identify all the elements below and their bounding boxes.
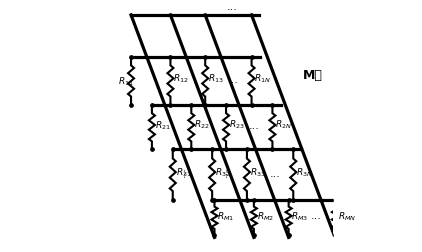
Text: ...: ... (227, 74, 238, 84)
Text: $R_{31}$: $R_{31}$ (176, 166, 191, 178)
Text: ...: ... (177, 165, 187, 176)
Text: $R_{M2}$: $R_{M2}$ (257, 209, 274, 222)
Text: $R_{1N}$: $R_{1N}$ (254, 72, 271, 84)
Text: $R_{M1}$: $R_{M1}$ (217, 209, 235, 222)
Text: M行: M行 (303, 68, 322, 81)
Text: ...: ... (249, 120, 259, 131)
Text: $R_{11}$: $R_{11}$ (118, 75, 134, 88)
Text: ...: ... (219, 165, 229, 176)
Text: $R_{M3}$: $R_{M3}$ (292, 209, 308, 222)
Text: $R_{33}$: $R_{33}$ (250, 166, 265, 178)
Text: $R_{2N}$: $R_{2N}$ (275, 118, 292, 131)
Text: ...: ... (311, 211, 322, 220)
Text: ...: ... (227, 3, 237, 12)
Text: ...: ... (269, 168, 280, 178)
Text: $R_{21}$: $R_{21}$ (155, 119, 170, 132)
Text: $R_{13}$: $R_{13}$ (208, 72, 224, 84)
Text: $R_{MN}$: $R_{MN}$ (338, 209, 356, 222)
Text: $R_{23}$: $R_{23}$ (229, 118, 245, 131)
Text: $R_{3N}$: $R_{3N}$ (296, 166, 313, 178)
Text: $R_{12}$: $R_{12}$ (173, 72, 189, 84)
Text: $R_{22}$: $R_{22}$ (194, 118, 210, 131)
Text: $R_{32}$: $R_{32}$ (215, 166, 230, 178)
